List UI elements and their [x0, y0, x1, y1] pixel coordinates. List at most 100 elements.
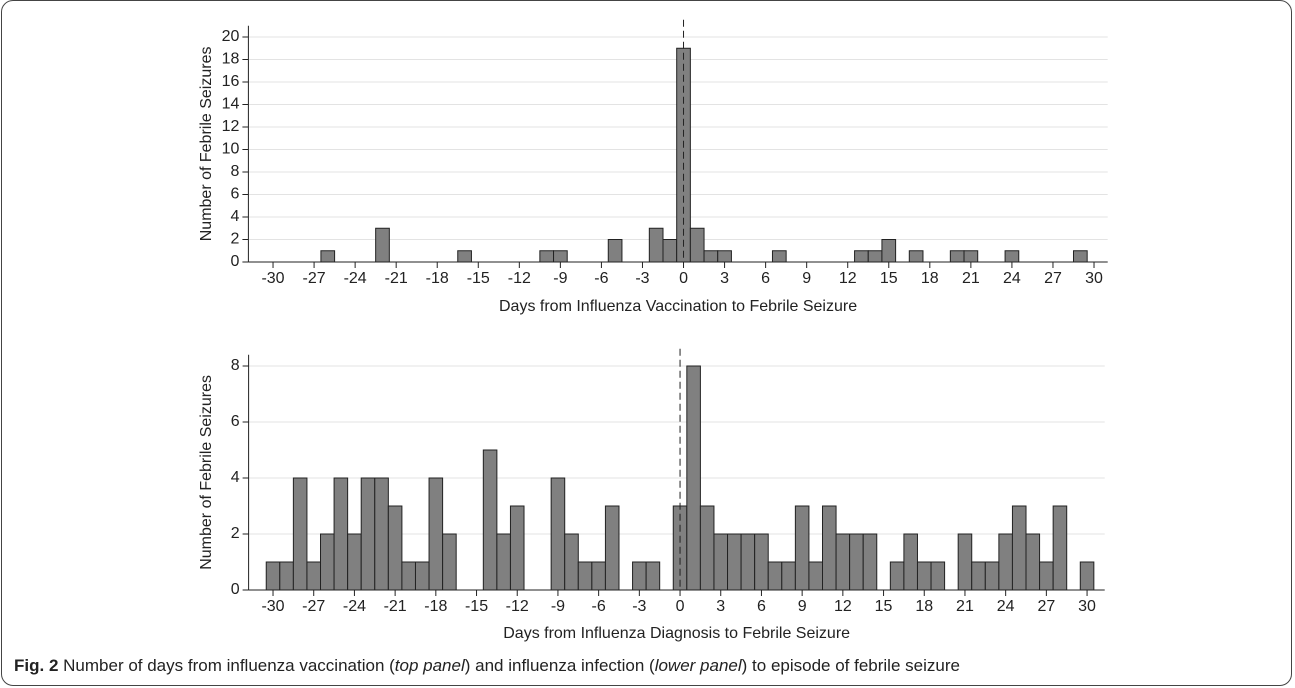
bar	[553, 250, 568, 263]
bar	[320, 250, 336, 263]
x-tick-label: -30	[261, 598, 284, 615]
x-tick-label: 12	[839, 270, 857, 287]
bar	[482, 449, 498, 591]
bar	[496, 533, 511, 591]
bar	[414, 561, 430, 591]
bar	[604, 505, 620, 591]
x-tick-label: -9	[553, 270, 567, 287]
bar	[550, 477, 566, 591]
y-tick-label: 0	[230, 253, 239, 270]
x-tick-label: 0	[679, 270, 688, 287]
bar	[265, 561, 281, 591]
bar	[1025, 533, 1041, 591]
bar	[509, 505, 525, 591]
bar	[564, 533, 579, 591]
x-tick-label: 12	[834, 598, 852, 615]
bar	[428, 477, 444, 591]
caption-text: Number of days from influenza vaccinatio…	[63, 656, 395, 675]
bar	[862, 533, 878, 591]
bar	[821, 505, 837, 591]
bar	[740, 533, 756, 591]
bar	[320, 533, 335, 591]
bar	[963, 250, 979, 263]
x-tick-label: 18	[921, 270, 939, 287]
x-tick-label: -15	[465, 598, 488, 615]
y-tick-label: 4	[231, 469, 240, 486]
y-tick-label: 18	[222, 51, 240, 68]
bar	[930, 561, 946, 591]
x-tick-label: -6	[594, 270, 608, 287]
x-tick-label: -27	[302, 598, 325, 615]
bar	[903, 533, 918, 591]
bar	[347, 533, 362, 591]
bar	[713, 533, 729, 591]
x-tick-label: -6	[592, 598, 606, 615]
y-tick-label: 8	[231, 357, 240, 374]
bar	[703, 250, 719, 263]
caption-label: Fig. 2	[14, 656, 59, 675]
bar	[442, 533, 457, 591]
x-tick-label: -24	[344, 270, 367, 287]
bar	[645, 561, 661, 591]
bar	[916, 561, 932, 591]
bar	[375, 227, 390, 263]
bar	[457, 250, 472, 263]
y-tick-label: 20	[222, 28, 240, 45]
bar	[849, 533, 864, 591]
bar	[1072, 250, 1088, 263]
bar	[306, 561, 322, 591]
y-tick-label: 10	[222, 141, 240, 158]
bar	[591, 561, 606, 591]
x-tick-label: 3	[716, 598, 725, 615]
y-tick-label: 6	[230, 186, 239, 203]
bar	[727, 533, 742, 591]
x-tick-label: -27	[303, 270, 326, 287]
y-tick-label: 4	[230, 208, 239, 225]
bar	[808, 561, 823, 591]
x-tick-label: 24	[997, 598, 1015, 615]
bar	[867, 250, 883, 263]
bar	[539, 250, 555, 263]
bar	[374, 477, 389, 591]
bar	[686, 365, 701, 591]
bar	[401, 561, 416, 591]
x-tick-label: -12	[508, 270, 531, 287]
x-tick-label: -3	[635, 270, 649, 287]
x-tick-label: -30	[261, 270, 284, 287]
x-tick-label: 27	[1044, 270, 1062, 287]
bar	[998, 533, 1013, 591]
bar	[984, 561, 1000, 591]
bar	[957, 533, 973, 591]
y-tick-label: 8	[230, 163, 239, 180]
x-tick-label: 3	[720, 270, 729, 287]
caption-em: top panel	[394, 656, 465, 675]
bar	[292, 477, 308, 591]
bar	[908, 250, 924, 263]
bar	[835, 533, 851, 591]
caption: Fig. 2 Number of days from influenza vac…	[14, 656, 960, 676]
y-axis-title: Number of Febrile Seizures	[198, 375, 215, 570]
bar	[360, 477, 376, 591]
caption-em: lower panel	[654, 656, 742, 675]
x-tick-label: -18	[426, 270, 449, 287]
y-tick-label: 16	[222, 73, 240, 90]
bar	[1004, 250, 1020, 263]
x-tick-label: 24	[1003, 270, 1021, 287]
x-tick-label: 15	[880, 270, 898, 287]
y-tick-label: 2	[230, 231, 239, 248]
bar	[949, 250, 965, 263]
bar	[699, 505, 715, 591]
x-tick-label: 9	[802, 270, 811, 287]
y-axis-title: Number of Febrile Seizures	[198, 47, 215, 242]
x-tick-label: 21	[956, 598, 974, 615]
bar	[767, 561, 783, 591]
bar	[889, 561, 905, 591]
caption-text: ) to episode of febrile seizure	[741, 656, 960, 675]
x-axis-title: Days from Influenza Vaccination to Febri…	[499, 298, 857, 315]
bar	[632, 561, 647, 591]
bar	[717, 250, 732, 263]
x-tick-label: -12	[506, 598, 529, 615]
x-tick-label: 27	[1037, 598, 1055, 615]
